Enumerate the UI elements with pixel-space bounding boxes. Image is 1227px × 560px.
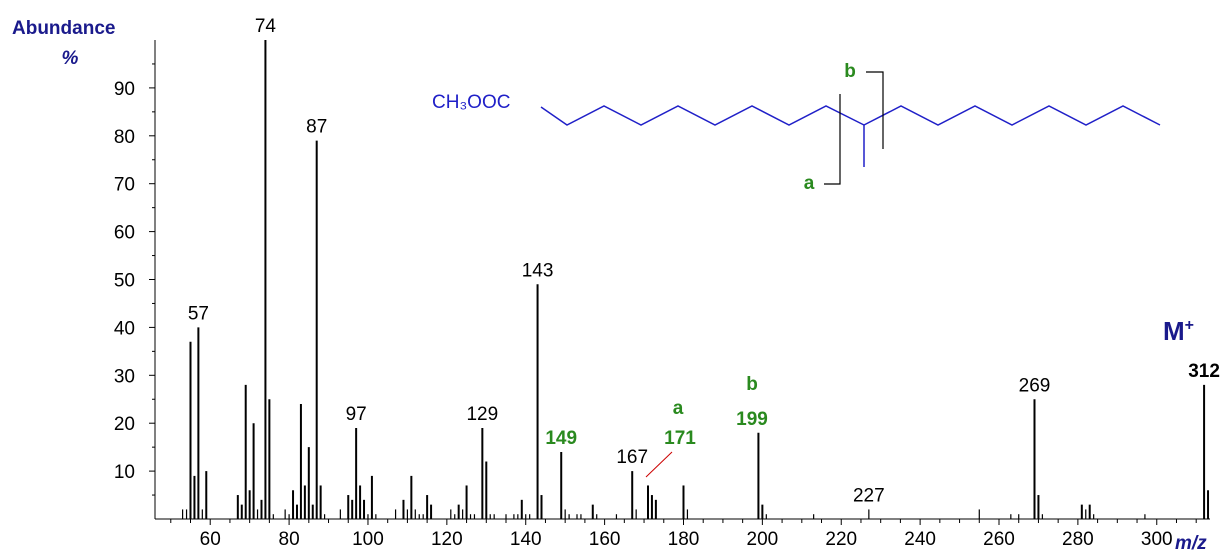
ester-group-label: CH₃OOC <box>432 92 510 113</box>
y-tick-label: 30 <box>114 366 135 387</box>
peak-label-87: 87 <box>306 117 327 138</box>
peak-labels: 57 74 87 97 129 143 149 167 227 269 312 <box>188 16 1220 506</box>
peak-label-269: 269 <box>1019 375 1051 396</box>
x-axis-title: m/z <box>1175 533 1207 554</box>
peak-label-143: 143 <box>522 260 554 281</box>
y-tick-label: 40 <box>114 318 135 339</box>
peak-label-312: 312 <box>1188 361 1220 382</box>
x-tick-label: 280 <box>1062 529 1094 550</box>
peak-label-167: 167 <box>616 447 648 468</box>
x-tick-label: 140 <box>510 529 542 550</box>
x-tick-label: 200 <box>747 529 779 550</box>
y-tick-label: 50 <box>114 271 135 292</box>
molecular-ion-charge: + <box>1185 317 1194 334</box>
y-axis-title-line2: % <box>62 48 79 69</box>
peak-label-227: 227 <box>853 485 885 506</box>
cleavage-bracket-a <box>824 94 841 185</box>
y-tick-label: 60 <box>114 223 135 244</box>
peak-label-57: 57 <box>188 303 209 324</box>
peak-label-129: 129 <box>466 404 498 425</box>
fragment-a-leader-line <box>645 451 673 478</box>
molecular-ion-symbol: M <box>1163 316 1185 346</box>
y-tick-label: 90 <box>114 79 135 100</box>
x-tick-label: 160 <box>589 529 621 550</box>
spectrum-peaks <box>182 40 1210 519</box>
peak-label-97: 97 <box>346 404 367 425</box>
x-ticks: 60 80 100 120 140 160 180 200 220 240 260 280 300 <box>170 519 1197 550</box>
molecular-ion-label: M+ <box>1163 316 1194 346</box>
y-tick-label: 70 <box>114 175 135 196</box>
y-tick-label: 80 <box>114 127 135 148</box>
y-tick-label: 20 <box>114 414 135 435</box>
fragment-a-label: a <box>673 398 684 419</box>
carbon-chain-right <box>863 105 1161 126</box>
fragment-a-value: 171 <box>664 428 696 449</box>
peak-label-74: 74 <box>255 16 277 37</box>
x-tick-label: 240 <box>904 529 936 550</box>
x-tick-label: 100 <box>352 529 384 550</box>
x-tick-label: 80 <box>279 529 300 550</box>
cleavage-a-label: a <box>804 173 815 194</box>
x-tick-label: 260 <box>983 529 1015 550</box>
x-tick-label: 180 <box>668 529 700 550</box>
x-tick-label: 220 <box>825 529 857 550</box>
y-tick-label: 10 <box>114 462 135 483</box>
peak-label-149: 149 <box>545 428 577 449</box>
cleavage-b-label: b <box>844 61 856 82</box>
y-ticks: 10 20 30 40 50 60 70 80 90 <box>114 63 155 496</box>
y-axis-title-line1: Abundance <box>12 18 115 39</box>
fragment-b-label: b <box>746 374 758 395</box>
fragment-b-value: 199 <box>736 409 768 430</box>
x-tick-label: 300 <box>1141 529 1173 550</box>
x-tick-label: 60 <box>200 529 221 550</box>
carbon-chain-left <box>540 105 865 126</box>
x-tick-label: 120 <box>431 529 463 550</box>
cleavage-bracket-b <box>866 71 884 149</box>
chemical-structure: CH₃OOC a b <box>432 61 1161 194</box>
